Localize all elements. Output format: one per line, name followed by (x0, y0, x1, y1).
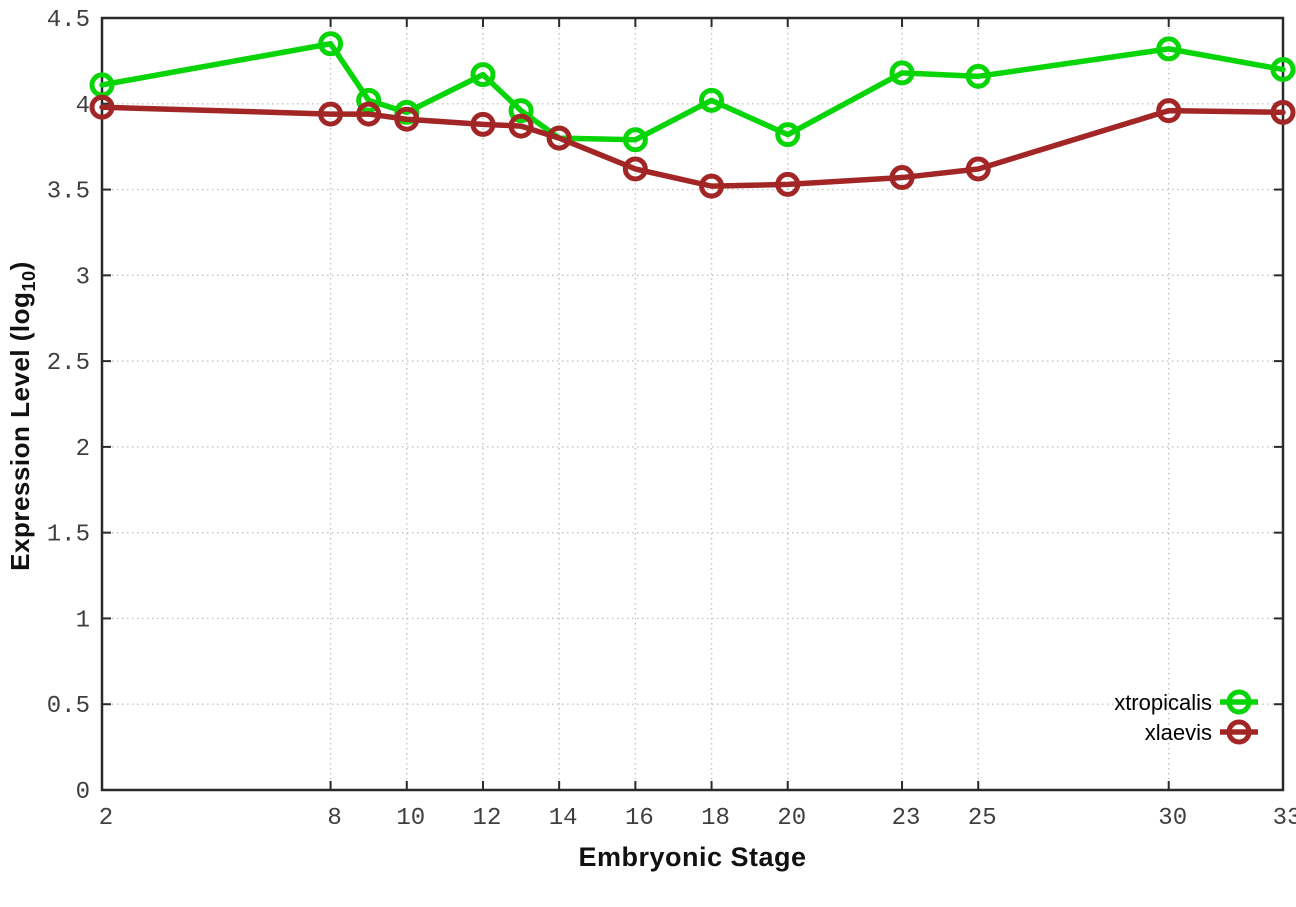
legend-label-xlaevis: xlaevis (1145, 720, 1212, 745)
data-point-xlaevis-stage-25 (965, 156, 991, 182)
y-tick-label: 1.5 (47, 522, 90, 549)
data-point-xtropicalis-stage-9 (356, 87, 382, 113)
x-axis-title: Embryonic Stage (578, 842, 807, 872)
data-point-xtropicalis-stage-18 (699, 87, 725, 113)
legend-marker-xtropicalis (1226, 689, 1252, 715)
data-point-xlaevis-stage-13 (508, 113, 534, 139)
x-tick-label: 18 (701, 805, 730, 832)
data-point-xtropicalis-stage-16 (622, 127, 648, 153)
y-axis-title-text: Expression Level (log (5, 291, 35, 571)
y-tick-label: 4 (76, 93, 90, 120)
y-tick-label: 3 (76, 264, 90, 291)
x-tick-label: 23 (892, 805, 921, 832)
y-tick-label: 2 (76, 436, 90, 463)
data-point-xlaevis-stage-23 (889, 165, 915, 191)
series-line-xtropicalis (99, 40, 1286, 143)
y-tick-label: 4.5 (47, 7, 90, 34)
data-point-xlaevis-stage-16 (622, 156, 648, 182)
y-tick-label: 1 (76, 607, 90, 634)
y-tick-label: 3.5 (47, 179, 90, 206)
data-point-xlaevis-stage-20 (775, 171, 801, 197)
series-line-xlaevis (99, 104, 1286, 189)
x-tick-label: 30 (1158, 805, 1187, 832)
data-point-xlaevis-stage-33 (1270, 99, 1296, 125)
data-point-xlaevis-stage-9 (356, 101, 382, 127)
data-point-xtropicalis-stage-33 (1270, 56, 1296, 82)
x-tick-label: 20 (777, 805, 806, 832)
y-axis-title-close: ) (5, 261, 35, 271)
data-point-xlaevis-stage-12 (470, 111, 496, 137)
x-tick-label: 10 (396, 805, 425, 832)
x-tick-label: 25 (968, 805, 997, 832)
data-point-xlaevis-stage-10 (394, 106, 420, 132)
data-point-xlaevis-stage-14 (546, 125, 572, 151)
data-point-xlaevis-stage-8 (318, 101, 344, 127)
x-tick-label: 12 (473, 805, 502, 832)
data-point-xtropicalis-stage-13 (508, 98, 534, 124)
data-point-xlaevis-stage-2 (89, 94, 115, 120)
x-tick-label: 16 (625, 805, 654, 832)
x-tick-label: 33 (1273, 805, 1296, 832)
data-point-xtropicalis-stage-30 (1156, 36, 1182, 62)
y-tick-label: 2.5 (47, 350, 90, 377)
data-point-xtropicalis-stage-25 (965, 63, 991, 89)
x-tick-label: 14 (549, 805, 578, 832)
plot-border (100, 16, 1285, 792)
data-point-xlaevis-stage-18 (699, 173, 725, 199)
y-tick-label: 0.5 (47, 693, 90, 720)
data-point-xlaevis-stage-30 (1156, 98, 1182, 124)
x-tick-label: 2 (99, 805, 113, 832)
y-axis-title-subscript: 10 (19, 270, 40, 292)
legend-label-xtropicalis: xtropicalis (1114, 690, 1212, 715)
x-tick-label: 8 (327, 805, 341, 832)
y-tick-label: 0 (76, 779, 90, 806)
data-point-xtropicalis-stage-23 (889, 60, 915, 86)
legend-marker-xlaevis (1226, 719, 1252, 745)
y-axis-title: Expression Level (log10) (5, 216, 49, 616)
data-point-xtropicalis-stage-8 (318, 31, 344, 57)
data-point-xtropicalis-stage-12 (470, 62, 496, 88)
data-point-xtropicalis-stage-20 (775, 122, 801, 148)
